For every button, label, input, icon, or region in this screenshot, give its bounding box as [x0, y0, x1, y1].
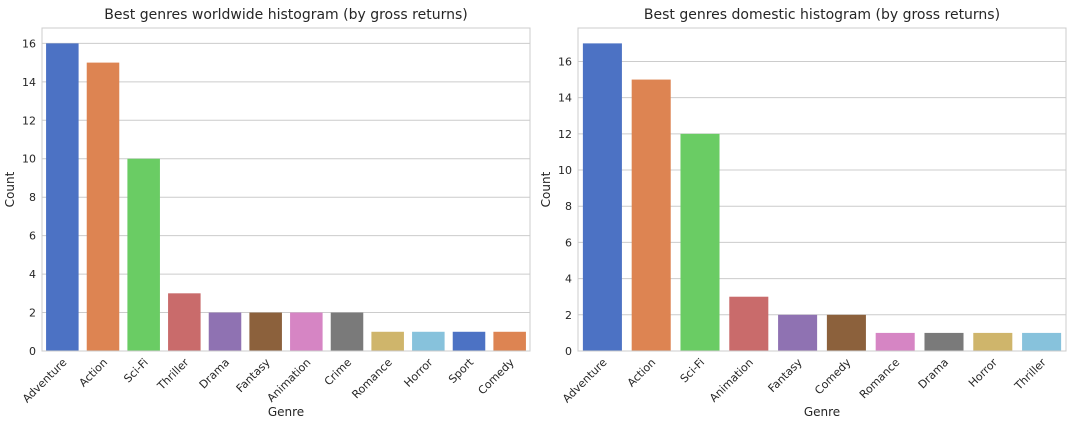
x-tick-label: Animation — [265, 356, 314, 405]
bar-horror — [973, 332, 1013, 351]
bar-fantasy — [249, 312, 282, 351]
bar-sport — [452, 331, 486, 351]
x-tick-label: Horror — [402, 356, 436, 390]
chart-domestic: Best genres domestic histogram (by gross… — [539, 7, 1067, 419]
x-tick-label: Crime — [322, 356, 355, 389]
x-tick-label: Action — [625, 356, 659, 390]
x-tick-label: Drama — [197, 356, 232, 391]
bar-crime — [330, 312, 364, 351]
bars — [582, 43, 1062, 352]
bar-animation — [729, 296, 769, 351]
x-tick-label: Horror — [966, 356, 1000, 390]
bar-action — [631, 79, 671, 352]
x-tick-label: Fantasy — [234, 356, 273, 395]
y-tick-label: 4 — [565, 273, 572, 286]
x-axis-label: Genre — [268, 405, 304, 419]
bars — [46, 43, 526, 351]
bar-adventure — [46, 43, 79, 351]
bar-romance — [875, 332, 915, 351]
x-tick-label: Romance — [349, 356, 395, 402]
y-tick-label: 4 — [29, 268, 36, 281]
y-tick-label: 16 — [558, 55, 572, 68]
bar-action — [86, 62, 120, 351]
y-tick-label: 0 — [29, 345, 36, 358]
y-tick-label: 12 — [22, 114, 36, 127]
y-tick-label: 12 — [558, 128, 572, 141]
x-tick-label: Animation — [707, 356, 756, 405]
chart-title: Best genres worldwide histogram (by gros… — [104, 7, 467, 23]
y-tick-label: 0 — [565, 345, 572, 358]
bar-fantasy — [778, 314, 818, 351]
y-tick-label: 8 — [29, 191, 36, 204]
plot-frame — [577, 27, 1067, 352]
chart-worldwide: Best genres worldwide histogram (by gros… — [3, 7, 531, 419]
y-tick-label: 6 — [29, 230, 36, 243]
x-tick-label: Sport — [446, 355, 477, 386]
x-tick-label: Thriller — [1011, 356, 1049, 394]
x-tick-label: Comedy — [812, 356, 854, 398]
y-tick-label: 6 — [565, 236, 572, 249]
y-gridlines — [42, 42, 530, 352]
x-tick-label: Adventure — [560, 356, 610, 406]
y-ticks: 0 2 4 6 8 10 12 14 16 — [558, 55, 572, 358]
bar-sci-fi — [127, 158, 160, 351]
y-tick-label: 16 — [22, 37, 36, 50]
x-tick-label: Comedy — [475, 356, 517, 398]
x-axis-label: Genre — [804, 405, 840, 419]
x-tick-label: Thriller — [154, 356, 192, 394]
x-tick-label: Action — [77, 356, 111, 390]
bar-thriller — [168, 293, 201, 351]
bar-animation — [290, 312, 323, 351]
bar-adventure — [582, 43, 622, 351]
x-ticks: Adventure Action Sci-Fi Thriller Drama Fantas… — [20, 355, 517, 405]
bar-romance — [371, 331, 404, 351]
y-axis-label: Count — [3, 171, 17, 207]
y-ticks: 0 2 4 6 8 10 12 14 16 — [22, 37, 36, 358]
x-tick-label: Sci-Fi — [121, 356, 150, 385]
x-tick-label: Adventure — [20, 356, 70, 406]
y-tick-label: 10 — [558, 164, 572, 177]
y-axis-label: Count — [539, 171, 553, 207]
x-tick-label: Drama — [916, 356, 951, 391]
bar-horror — [412, 331, 445, 351]
bar-comedy — [826, 314, 866, 351]
bar-thriller — [1022, 332, 1062, 351]
x-tick-label: Fantasy — [766, 356, 805, 395]
bar-drama — [924, 332, 964, 351]
bar-comedy — [493, 331, 526, 351]
x-ticks: Adventure Action Sci-Fi Animation Fantasy Com… — [560, 356, 1049, 406]
y-tick-label: 14 — [22, 76, 36, 89]
chart-title: Best genres domestic histogram (by gross… — [644, 7, 1000, 23]
y-tick-label: 10 — [22, 153, 36, 166]
bar-sci-fi — [680, 133, 720, 351]
y-tick-label: 14 — [558, 92, 572, 105]
y-tick-label: 2 — [565, 309, 572, 322]
plot-frame — [41, 27, 531, 352]
y-tick-label: 8 — [565, 200, 572, 213]
bar-drama — [208, 312, 242, 351]
x-tick-label: Romance — [857, 356, 903, 402]
x-tick-label: Sci-Fi — [678, 356, 707, 385]
y-tick-label: 2 — [29, 307, 36, 320]
